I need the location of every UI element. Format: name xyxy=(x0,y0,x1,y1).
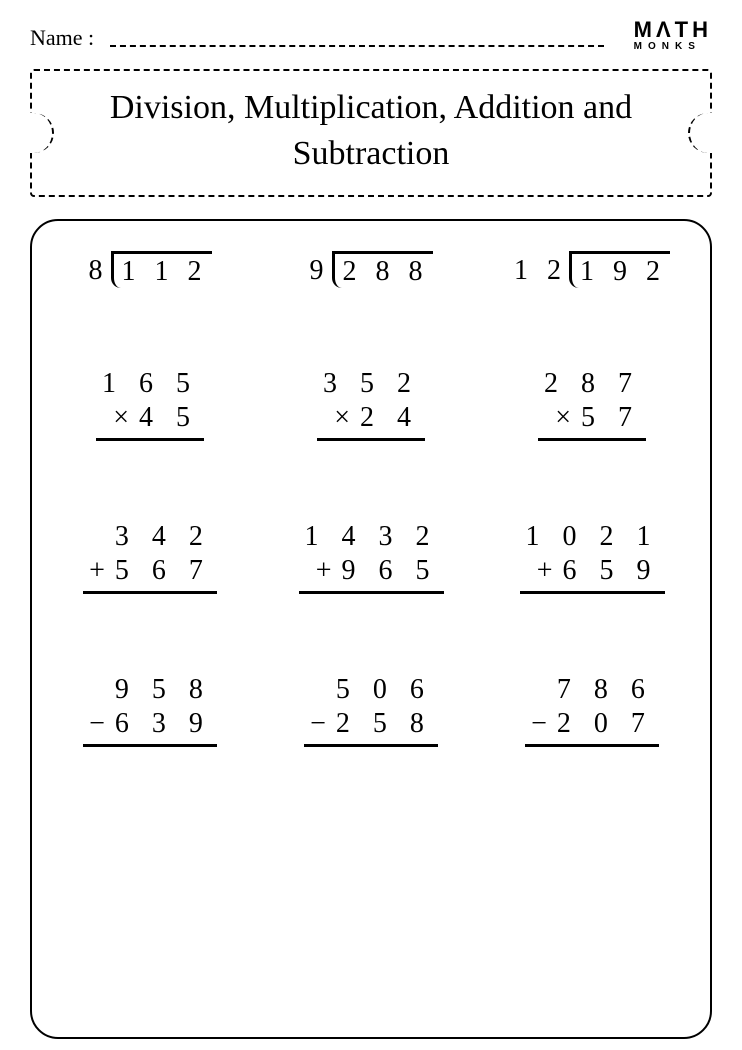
multiplication-problem: 1 6 5 ×4 5 xyxy=(96,368,204,441)
subtraction-problem: 5 0 6 −2 5 8 xyxy=(304,674,438,747)
row-addition: 3 4 2 +5 6 7 1 4 3 2 +9 6 5 1 0 2 1 +6 5… xyxy=(60,521,682,594)
multiplier: 5 7 xyxy=(581,402,640,433)
long-division-problem: 8 1 1 2 xyxy=(89,251,212,288)
minuend: 9 5 8 xyxy=(83,674,217,708)
times-icon: × xyxy=(113,402,139,433)
addend-bottom: 5 6 7 xyxy=(115,555,211,586)
problem-cell: 3 4 2 +5 6 7 xyxy=(60,521,240,594)
subtrahend-line: −6 3 9 xyxy=(83,708,217,747)
logo-top: MΛTH xyxy=(634,17,712,42)
dividend: 1 1 2 xyxy=(111,251,212,288)
minus-icon: − xyxy=(89,708,115,739)
addend-top: 1 0 2 1 xyxy=(520,521,665,555)
header-row: Name : MΛTH MONKS xyxy=(30,20,712,51)
times-icon: × xyxy=(334,402,360,433)
addend-bottom: 6 5 9 xyxy=(563,555,659,586)
addend-line: +6 5 9 xyxy=(520,555,665,594)
title-banner: Division, Multiplication, Addition and S… xyxy=(30,69,712,197)
problem-cell: 5 0 6 −2 5 8 xyxy=(281,674,461,747)
addition-problem: 3 4 2 +5 6 7 xyxy=(83,521,217,594)
divisor: 8 xyxy=(89,251,111,287)
problem-cell: 2 8 7 ×5 7 xyxy=(502,368,682,441)
dividend: 1 9 2 xyxy=(569,251,670,288)
subtraction-problem: 9 5 8 −6 3 9 xyxy=(83,674,217,747)
problem-cell: 7 8 6 −2 0 7 xyxy=(502,674,682,747)
worksheet-title: Division, Multiplication, Addition and S… xyxy=(72,85,670,177)
minuend: 5 0 6 xyxy=(304,674,438,708)
addend-top: 1 4 3 2 xyxy=(299,521,444,555)
minus-icon: − xyxy=(531,708,557,739)
addition-problem: 1 4 3 2 +9 6 5 xyxy=(299,521,444,594)
minuend: 7 8 6 xyxy=(525,674,659,708)
minus-icon: − xyxy=(310,708,336,739)
multiplier-line: ×2 4 xyxy=(317,402,425,441)
addition-problem: 1 0 2 1 +6 5 9 xyxy=(520,521,665,594)
multiplication-problem: 3 5 2 ×2 4 xyxy=(317,368,425,441)
problem-cell: 1 0 2 1 +6 5 9 xyxy=(502,521,682,594)
dividend: 2 8 8 xyxy=(332,251,433,288)
long-division-problem: 1 2 1 9 2 xyxy=(514,251,670,288)
problem-cell: 1 2 1 9 2 xyxy=(502,251,682,288)
multiplier: 4 5 xyxy=(139,402,198,433)
multiplier-line: ×4 5 xyxy=(96,402,204,441)
addend-bottom: 9 6 5 xyxy=(342,555,438,586)
divisor: 9 xyxy=(310,251,332,287)
row-subtraction: 9 5 8 −6 3 9 5 0 6 −2 5 8 7 8 6 −2 0 7 xyxy=(60,674,682,747)
problem-cell: 1 6 5 ×4 5 xyxy=(60,368,240,441)
subtrahend: 2 0 7 xyxy=(557,708,653,739)
subtrahend: 2 5 8 xyxy=(336,708,432,739)
problem-cell: 1 4 3 2 +9 6 5 xyxy=(281,521,461,594)
problem-cell: 3 5 2 ×2 4 xyxy=(281,368,461,441)
long-division-problem: 9 2 8 8 xyxy=(310,251,433,288)
problem-cell: 9 2 8 8 xyxy=(281,251,461,288)
subtrahend: 6 3 9 xyxy=(115,708,211,739)
times-icon: × xyxy=(555,402,581,433)
problem-cell: 9 5 8 −6 3 9 xyxy=(60,674,240,747)
row-division: 8 1 1 2 9 2 8 8 1 2 1 9 2 xyxy=(60,251,682,288)
subtraction-problem: 7 8 6 −2 0 7 xyxy=(525,674,659,747)
plus-icon: + xyxy=(316,555,342,586)
name-input-line[interactable] xyxy=(110,45,604,47)
subtrahend-line: −2 0 7 xyxy=(525,708,659,747)
multiplicand: 2 8 7 xyxy=(538,368,646,402)
divisor: 1 2 xyxy=(514,251,569,287)
addend-top: 3 4 2 xyxy=(83,521,217,555)
plus-icon: + xyxy=(89,555,115,586)
multiplier: 2 4 xyxy=(360,402,419,433)
plus-icon: + xyxy=(537,555,563,586)
addend-line: +5 6 7 xyxy=(83,555,217,594)
problems-container: 8 1 1 2 9 2 8 8 1 2 1 9 2 1 6 5 ×4 5 xyxy=(30,219,712,1039)
logo: MΛTH MONKS xyxy=(634,20,712,51)
addend-line: +9 6 5 xyxy=(299,555,444,594)
multiplier-line: ×5 7 xyxy=(538,402,646,441)
name-label: Name : xyxy=(30,25,94,51)
logo-bottom: MONKS xyxy=(634,42,712,51)
problem-cell: 8 1 1 2 xyxy=(60,251,240,288)
multiplicand: 1 6 5 xyxy=(96,368,204,402)
multiplicand: 3 5 2 xyxy=(317,368,425,402)
row-multiplication: 1 6 5 ×4 5 3 5 2 ×2 4 2 8 7 ×5 7 xyxy=(60,368,682,441)
subtrahend-line: −2 5 8 xyxy=(304,708,438,747)
multiplication-problem: 2 8 7 ×5 7 xyxy=(538,368,646,441)
